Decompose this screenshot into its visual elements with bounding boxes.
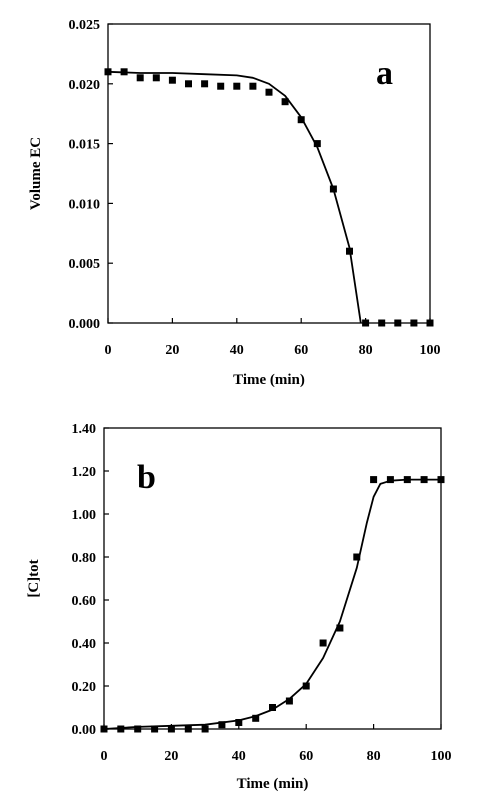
- x-tick-label: 20: [165, 343, 179, 358]
- x-tick-label: 40: [232, 749, 246, 764]
- data-point: [235, 719, 243, 726]
- data-point: [134, 725, 142, 733]
- panel-label: a: [376, 55, 393, 92]
- y-tick-label: 1.00: [72, 508, 97, 523]
- data-point: [426, 319, 434, 327]
- data-point: [185, 80, 192, 88]
- data-point: [249, 82, 257, 90]
- data-point: [136, 74, 144, 82]
- data-point: [168, 76, 176, 84]
- y-tick-label: 0.80: [72, 551, 97, 566]
- x-tick-label: 20: [164, 749, 178, 764]
- y-tick-label: 0.005: [69, 257, 101, 272]
- data-point: [233, 82, 241, 90]
- data-point: [152, 74, 160, 82]
- data-point: [362, 319, 370, 327]
- y-tick-label: 0.40: [72, 637, 97, 652]
- x-tick-label: 60: [294, 343, 308, 358]
- data-point: [117, 725, 125, 733]
- data-point: [319, 639, 327, 647]
- x-tick-label: 0: [105, 343, 112, 358]
- x-tick-label: 60: [299, 749, 313, 764]
- y-tick-label: 0.20: [72, 680, 97, 695]
- y-tick-label: 0.010: [69, 197, 101, 212]
- data-point: [281, 98, 289, 106]
- x-axis-label: Time (min): [233, 372, 305, 388]
- x-tick-label: 100: [431, 749, 452, 764]
- y-tick-label: 0.00: [72, 723, 97, 738]
- chart-a: 0.000 0.005 0.010 0.015 0.020 0.025 0 20 40 60 80 1…: [28, 18, 441, 388]
- chart-b: 0.00 0.20 0.40 0.60 0.80 1.00 1.20 1.40 0 20 40 60 8…: [26, 422, 452, 792]
- data-point: [285, 697, 293, 705]
- data-point: [297, 116, 305, 124]
- data-point: [386, 476, 394, 484]
- x-axis-label: Time (min): [237, 776, 309, 792]
- data-point: [269, 704, 276, 711]
- data-point: [336, 624, 344, 632]
- y-tick-label: 1.40: [72, 422, 97, 437]
- y-tick-label: 0.000: [69, 317, 101, 332]
- x-tick-label: 40: [230, 343, 244, 358]
- y-tick-label: 1.20: [72, 465, 97, 480]
- panel-label: b: [137, 459, 156, 496]
- data-point: [265, 88, 273, 96]
- model-curve: [107, 70, 362, 324]
- y-tick-label: 0.020: [69, 78, 101, 93]
- data-point: [217, 82, 225, 90]
- data-point: [184, 725, 192, 733]
- data-point: [252, 714, 260, 722]
- x-tick-label: 80: [359, 343, 373, 358]
- data-point: [378, 319, 386, 327]
- data-point: [302, 682, 310, 690]
- data-point: [370, 476, 378, 484]
- data-point: [410, 319, 418, 327]
- data-point: [394, 319, 402, 327]
- data-point: [201, 725, 209, 733]
- data-point: [201, 80, 209, 88]
- x-tick-label: 100: [420, 343, 441, 358]
- y-tick-label: 0.015: [69, 138, 101, 153]
- y-axis-label: Volume EC: [28, 137, 44, 210]
- x-tick-label: 80: [367, 749, 381, 764]
- data-point: [167, 725, 175, 733]
- data-point: [218, 721, 226, 729]
- plot-frame: [107, 23, 431, 324]
- data-point: [353, 553, 361, 561]
- y-axis-label: [C]tot: [26, 559, 42, 597]
- model-curve: [103, 478, 441, 730]
- data-point: [313, 140, 321, 148]
- data-point: [151, 725, 159, 733]
- y-tick-label: 0.60: [72, 594, 97, 609]
- plot-frame: [103, 427, 442, 730]
- x-tick-label: 0: [101, 749, 108, 764]
- y-tick-label: 0.025: [69, 18, 101, 33]
